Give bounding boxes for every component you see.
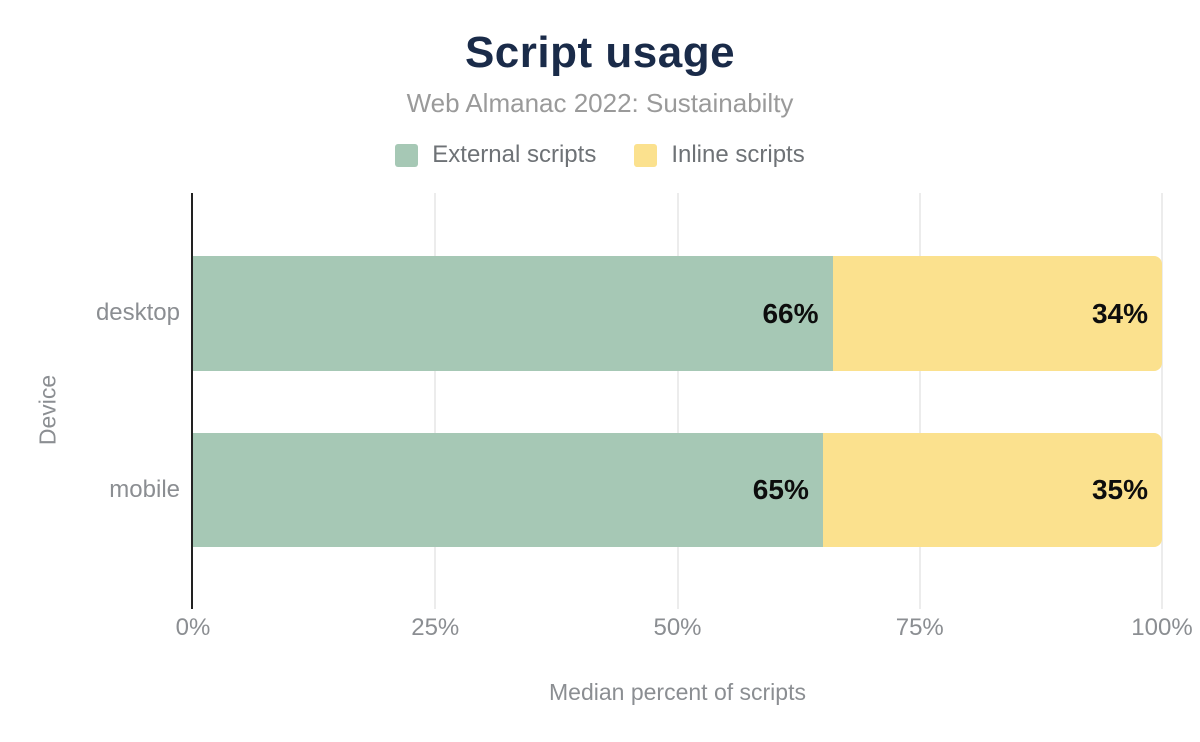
y-axis-line xyxy=(191,193,193,609)
x-axis-title: Median percent of scripts xyxy=(549,679,806,705)
bar-value-label: 65% xyxy=(752,474,809,505)
category-label-desktop: desktop xyxy=(95,299,180,326)
bar-segment-inline-mobile: 35% xyxy=(822,433,1162,547)
legend-swatch-external-scripts xyxy=(395,143,419,167)
bar-segment-inline-desktop: 34% xyxy=(832,256,1162,371)
legend-item-inline-scripts: Inline scripts xyxy=(634,141,805,169)
bar-value-label: 34% xyxy=(1091,297,1148,329)
bar-value-label: 35% xyxy=(1091,474,1148,505)
legend-swatch-inline-scripts xyxy=(634,143,658,167)
x-tick-50: 50% xyxy=(653,614,702,641)
x-tick-75: 75% xyxy=(895,614,944,641)
gridline-50 xyxy=(676,193,679,609)
bar-row-mobile: 65% 35% xyxy=(193,433,1162,547)
gridline-75 xyxy=(918,193,921,609)
bar-segment-external-mobile: 65% xyxy=(193,433,823,547)
x-tick-25: 25% xyxy=(411,614,460,641)
chart-title: Script usage xyxy=(464,28,736,77)
legend: External scripts Inline scripts xyxy=(0,141,1200,169)
gridline-100 xyxy=(1161,193,1163,609)
gridline-25 xyxy=(434,193,437,609)
legend-item-external-scripts: External scripts xyxy=(395,141,596,169)
x-tick-100: 100% xyxy=(1131,614,1193,641)
category-label-mobile: mobile xyxy=(109,476,180,503)
x-axis-ticks: 0% 25% 50% 75% 100% xyxy=(176,614,1193,644)
legend-label-external-scripts: External scripts xyxy=(432,141,597,168)
plot-area: 66% 34% 65% 35% xyxy=(191,193,1163,609)
bar-segment-external-desktop: 66% xyxy=(193,256,833,371)
chart-subtitle: Web Almanac 2022: Sustainabilty xyxy=(406,88,794,118)
y-axis-title: Device xyxy=(34,374,61,446)
x-tick-0: 0% xyxy=(175,614,211,641)
bar-row-desktop: 66% 34% xyxy=(193,256,1162,371)
bar-value-label: 66% xyxy=(762,297,819,329)
legend-label-inline-scripts: Inline scripts xyxy=(671,141,805,168)
